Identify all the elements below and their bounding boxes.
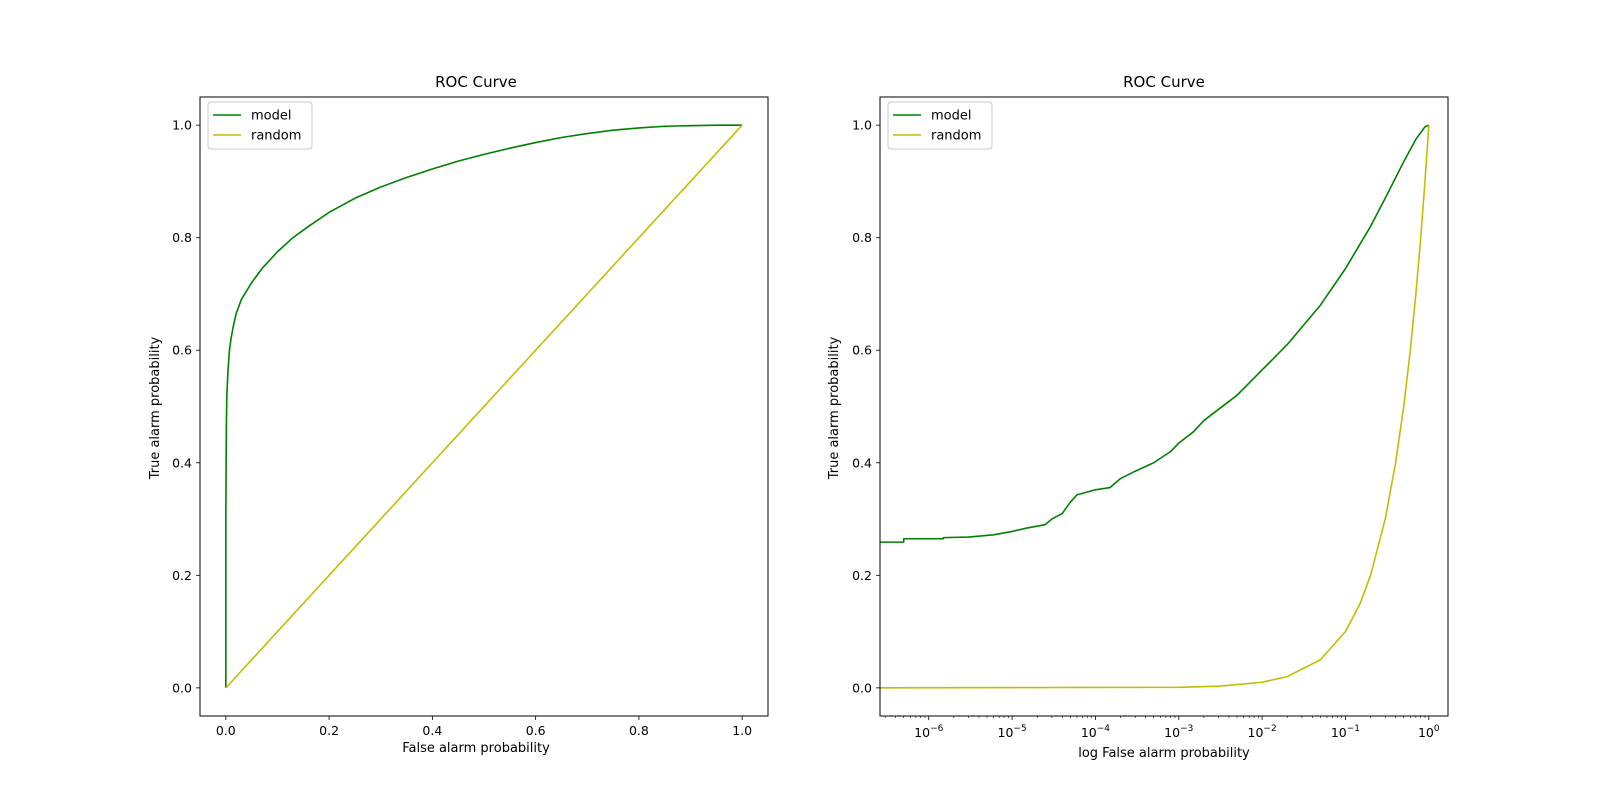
x-tick-label: 10−1 (1331, 724, 1360, 740)
plot-lines (879, 124, 1430, 689)
y-tick-label: 1.0 (852, 118, 872, 133)
y-tick-label: 0.6 (852, 343, 872, 358)
legend-box (207, 101, 313, 150)
x-tick-label: 10−3 (1164, 724, 1193, 740)
y-axis-label: True alarm probability (827, 336, 842, 480)
x-tick-label: 0.0 (216, 723, 236, 738)
ticks: 10−6 10−5 10−4 10−3 10−2 10−1 100 0.0 0.2 0.4 0.6 0… (852, 118, 1440, 740)
y-axis-label: True alarm probability (148, 336, 163, 480)
y-tick-label: 0.6 (172, 343, 192, 358)
x-tick-label: 10−2 (1248, 724, 1277, 740)
y-tick-label: 0.2 (172, 568, 192, 583)
x-tick-label: 100 (1418, 724, 1440, 740)
x-tick-label: 10−6 (914, 724, 943, 740)
series-line-model (880, 124, 1430, 543)
legend-model-label: model (931, 109, 971, 124)
x-tick-label: 10−4 (1081, 724, 1110, 740)
x-axis-label: False alarm probability (402, 741, 550, 756)
legend-model-label: model (251, 109, 291, 124)
y-tick-label: 0.4 (852, 455, 872, 470)
chart-title: ROC Curve (1123, 73, 1205, 91)
series-line-random (225, 124, 743, 689)
y-tick-label: 0.0 (852, 680, 872, 695)
y-tick-label: 1.0 (172, 118, 192, 133)
legend: model random (887, 101, 993, 150)
x-tick-label: 0.2 (319, 723, 339, 738)
chart-title: ROC Curve (435, 73, 517, 91)
series-line-random (879, 125, 1430, 689)
series-line-model (225, 124, 743, 688)
y-tick-label: 0.8 (852, 230, 872, 245)
ticks: 0.0 0.2 0.4 0.6 0.8 1.0 0.0 0.2 0.4 0.6 0.8 1.0 (172, 118, 752, 738)
x-tick-label: 0.4 (422, 723, 442, 738)
x-tick-label: 10−5 (998, 724, 1027, 740)
plot-lines (225, 124, 743, 689)
axes-frame (879, 96, 1449, 717)
legend-box (887, 101, 993, 150)
y-tick-label: 0.8 (172, 230, 192, 245)
axes-frame (199, 96, 769, 717)
y-tick-label: 0.4 (172, 455, 192, 470)
y-tick-label: 0.2 (852, 568, 872, 583)
roc-log-panel: ROC Curve log False alarm probability Tr… (827, 73, 1449, 761)
roc-linear-panel: ROC Curve False alarm probability True a… (148, 73, 769, 756)
x-axis-label: log False alarm probability (1078, 746, 1250, 761)
legend-random-label: random (251, 129, 301, 144)
x-tick-label: 0.6 (526, 723, 546, 738)
legend: model random (207, 101, 313, 150)
legend-random-label: random (931, 129, 981, 144)
y-tick-label: 0.0 (172, 680, 192, 695)
x-tick-label: 0.8 (629, 723, 649, 738)
x-tick-label: 1.0 (732, 723, 752, 738)
